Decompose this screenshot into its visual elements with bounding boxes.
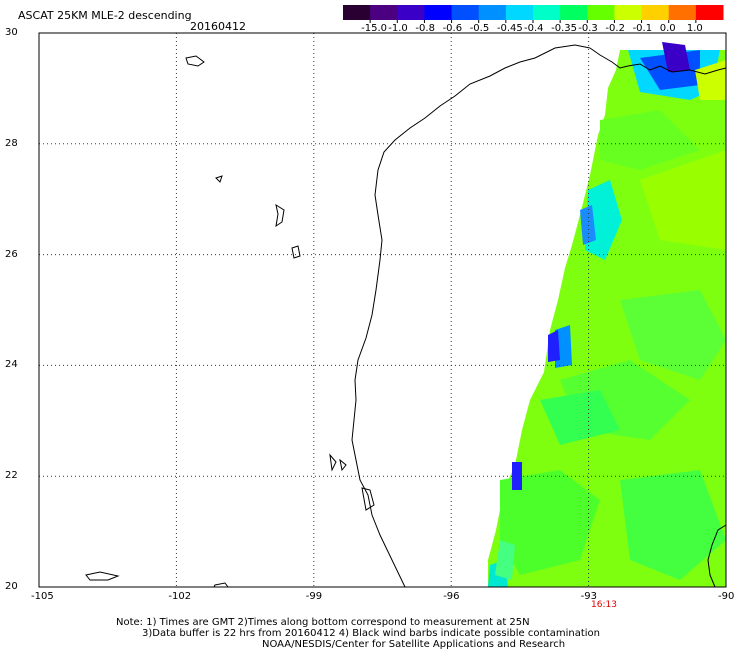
colorbar-swatch bbox=[478, 5, 507, 20]
footnote-line-3: NOAA/NESDIS/Center for Satellite Applica… bbox=[262, 639, 566, 650]
inland-lake bbox=[329, 453, 337, 472]
lon-label: -105 bbox=[31, 591, 54, 602]
colorbar-swatch bbox=[451, 5, 480, 20]
pass-time-label: 16:13 bbox=[591, 600, 617, 610]
colorbar-label: -0.5 bbox=[469, 23, 490, 34]
colorbar-swatch bbox=[614, 5, 643, 20]
swath-patch bbox=[620, 290, 726, 380]
colorbar-swatch bbox=[343, 5, 371, 20]
lat-label: 24 bbox=[5, 359, 18, 371]
map-frame bbox=[38, 32, 727, 588]
swath-patch bbox=[540, 390, 620, 445]
louisiana-coastline bbox=[589, 47, 727, 75]
colorbar-swatch bbox=[397, 5, 425, 20]
lat-label: 30 bbox=[5, 27, 18, 38]
swath-patch bbox=[662, 42, 690, 72]
product-title: ASCAT 25KM MLE-2 descending bbox=[18, 9, 192, 22]
swath-patch bbox=[620, 470, 726, 580]
inland-lake bbox=[215, 175, 223, 183]
inland-lake bbox=[213, 582, 229, 588]
swath-patch bbox=[580, 205, 596, 245]
inland-lake bbox=[275, 203, 285, 228]
colorbar-swatch bbox=[424, 5, 453, 20]
colorbar-swatch bbox=[668, 5, 697, 20]
colorbar-label: -0.1 bbox=[632, 23, 653, 34]
swath-patch bbox=[495, 540, 515, 580]
inland-lake bbox=[185, 55, 205, 67]
colorbar-label: -0.3 bbox=[578, 23, 598, 34]
lat-label: 20 bbox=[5, 581, 18, 592]
swath-patch bbox=[640, 150, 726, 250]
colorbar-label: -0.35 bbox=[551, 23, 578, 34]
yucatan-coastline bbox=[707, 524, 727, 588]
colorbar-swatch bbox=[505, 5, 534, 20]
footnote-line-2: 3)Data buffer is 22 hrs from 20160412 4)… bbox=[142, 628, 600, 639]
colorbar-label: 0.0 bbox=[659, 23, 676, 34]
inland-lake bbox=[291, 245, 301, 259]
lon-label: -96 bbox=[443, 591, 460, 602]
colorbar-label: -15.0 bbox=[361, 23, 388, 34]
swath-patch bbox=[548, 330, 560, 362]
swath-patch bbox=[512, 462, 522, 490]
colorbar-label: -1.0 bbox=[388, 23, 408, 34]
coastline bbox=[85, 44, 727, 588]
inland-lake bbox=[339, 458, 347, 472]
colorbar-label: -0.8 bbox=[415, 23, 435, 34]
colorbar-label: 1.0 bbox=[686, 23, 703, 34]
colorbar bbox=[343, 5, 724, 23]
inland-lake bbox=[361, 487, 375, 511]
colorbar-label: -0.6 bbox=[442, 23, 463, 34]
lat-label: 28 bbox=[5, 137, 18, 149]
swath-patch bbox=[500, 470, 600, 575]
swath-patch bbox=[600, 110, 700, 170]
colorbar-label: -0.45 bbox=[496, 23, 523, 34]
colorbar-swatch bbox=[370, 5, 398, 20]
colorbar-swatch bbox=[695, 5, 724, 20]
lon-label: -90 bbox=[718, 591, 735, 602]
lon-label: -99 bbox=[305, 591, 323, 602]
lon-label: -93 bbox=[580, 591, 597, 602]
product-date: 20160412 bbox=[190, 20, 246, 33]
lon-label: -102 bbox=[168, 591, 192, 602]
footnote-line-1: Note: 1) Times are GMT 2)Times along bot… bbox=[116, 617, 530, 628]
colorbar-swatch bbox=[560, 5, 588, 20]
colorbar-swatch bbox=[641, 5, 670, 20]
mexico-texas-coastline bbox=[351, 44, 591, 588]
lat-label: 26 bbox=[5, 248, 18, 260]
colorbar-label: -0.4 bbox=[524, 23, 544, 34]
swath-data-layer bbox=[488, 42, 729, 587]
colorbar-swatch bbox=[533, 5, 561, 20]
lat-label: 22 bbox=[5, 470, 18, 482]
colorbar-label: -0.2 bbox=[605, 23, 625, 34]
colorbar-swatch bbox=[587, 5, 615, 20]
inland-lake bbox=[85, 571, 120, 581]
